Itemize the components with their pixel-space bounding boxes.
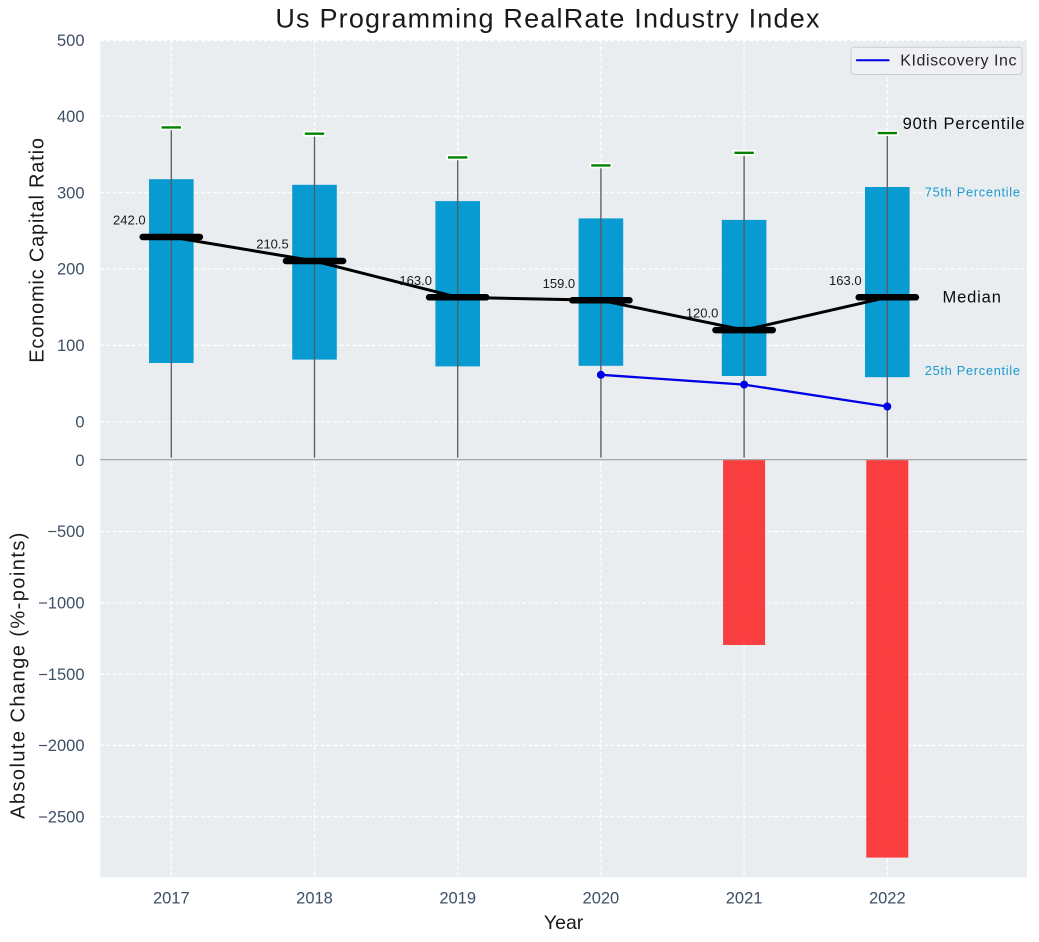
svg-text:200: 200 [57, 261, 85, 279]
svg-text:2020: 2020 [583, 890, 620, 908]
svg-text:159.0: 159.0 [543, 276, 576, 291]
svg-text:90th Percentile: 90th Percentile [903, 115, 1026, 133]
svg-text:Year: Year [544, 912, 584, 934]
svg-text:75th Percentile: 75th Percentile [925, 184, 1021, 199]
svg-text:0: 0 [75, 452, 84, 470]
svg-text:163.0: 163.0 [399, 273, 432, 288]
svg-text:100: 100 [57, 337, 85, 355]
svg-text:−1500: −1500 [38, 666, 84, 684]
svg-text:2021: 2021 [726, 890, 763, 908]
svg-text:163.0: 163.0 [829, 273, 862, 288]
svg-text:−500: −500 [47, 523, 84, 541]
svg-text:Us Programming RealRate Indust: Us Programming RealRate Industry Index [275, 4, 820, 34]
svg-text:2022: 2022 [869, 890, 906, 908]
svg-text:Median: Median [943, 289, 1002, 307]
svg-text:242.0: 242.0 [113, 213, 146, 228]
svg-text:−2000: −2000 [38, 737, 84, 755]
svg-text:120.0: 120.0 [686, 306, 719, 321]
svg-text:2017: 2017 [153, 890, 190, 908]
svg-text:Economic Capital Ratio: Economic Capital Ratio [27, 137, 49, 362]
svg-text:KIdiscovery Inc: KIdiscovery Inc [900, 53, 1017, 70]
svg-text:25th Percentile: 25th Percentile [925, 363, 1021, 378]
svg-text:2019: 2019 [439, 890, 476, 908]
svg-text:0: 0 [75, 413, 84, 431]
svg-text:300: 300 [57, 184, 85, 202]
svg-text:−1000: −1000 [38, 595, 84, 613]
svg-text:500: 500 [57, 32, 85, 50]
svg-text:2018: 2018 [296, 890, 333, 908]
svg-text:400: 400 [57, 108, 85, 126]
svg-text:−2500: −2500 [38, 808, 84, 826]
svg-text:210.5: 210.5 [256, 237, 289, 252]
svg-text:Absolute Change (%-points): Absolute Change (%-points) [8, 531, 30, 819]
